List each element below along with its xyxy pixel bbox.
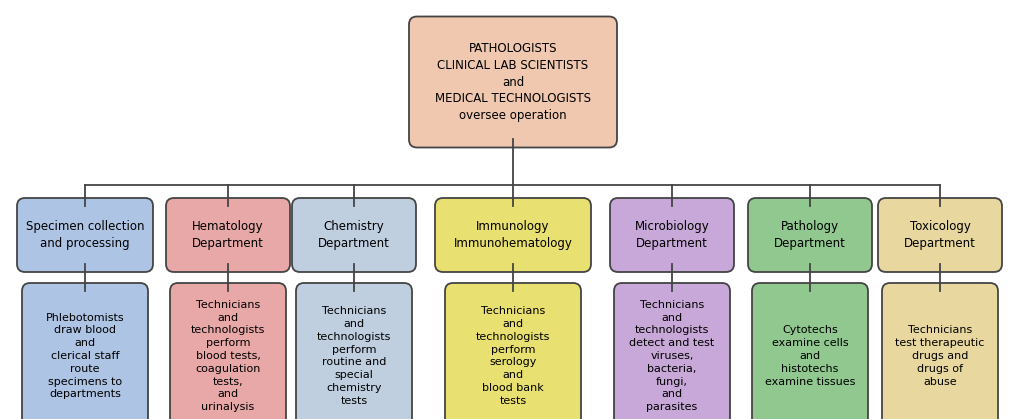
- Text: Pathology
Department: Pathology Department: [774, 220, 846, 250]
- FancyBboxPatch shape: [170, 283, 286, 419]
- FancyBboxPatch shape: [295, 283, 412, 419]
- FancyBboxPatch shape: [445, 283, 581, 419]
- Text: Technicians
and
technologists
perform
routine and
special
chemistry
tests: Technicians and technologists perform ro…: [317, 306, 391, 406]
- FancyBboxPatch shape: [22, 283, 148, 419]
- FancyBboxPatch shape: [610, 198, 734, 272]
- FancyBboxPatch shape: [878, 198, 1002, 272]
- Text: Technicians
test therapeutic
drugs and
drugs of
abuse: Technicians test therapeutic drugs and d…: [896, 326, 985, 387]
- Text: PATHOLOGISTS
CLINICAL LAB SCIENTISTS
and
MEDICAL TECHNOLOGISTS
oversee operation: PATHOLOGISTS CLINICAL LAB SCIENTISTS and…: [435, 42, 591, 122]
- Text: Technicians
and
technologists
perform
blood tests,
coagulation
tests,
and
urinal: Technicians and technologists perform bl…: [191, 300, 265, 412]
- Text: Hematology
Department: Hematology Department: [192, 220, 264, 250]
- FancyBboxPatch shape: [752, 283, 868, 419]
- FancyBboxPatch shape: [166, 198, 290, 272]
- FancyBboxPatch shape: [614, 283, 731, 419]
- Text: Immunology
Immunohematology: Immunology Immunohematology: [453, 220, 573, 250]
- Text: Phlebotomists
draw blood
and
clerical staff
route
specimens to
departments: Phlebotomists draw blood and clerical st…: [46, 313, 124, 399]
- Text: Technicians
and
technologists
detect and test
viruses,
bacteria,
fungi,
and
para: Technicians and technologists detect and…: [629, 300, 715, 412]
- FancyBboxPatch shape: [435, 198, 591, 272]
- FancyBboxPatch shape: [292, 198, 416, 272]
- Text: Technicians
and
technologists
perform
serology
and
blood bank
tests: Technicians and technologists perform se…: [476, 306, 550, 406]
- FancyBboxPatch shape: [409, 16, 617, 147]
- Text: Microbiology
Department: Microbiology Department: [635, 220, 709, 250]
- Text: Toxicology
Department: Toxicology Department: [904, 220, 976, 250]
- FancyBboxPatch shape: [882, 283, 998, 419]
- Text: Chemistry
Department: Chemistry Department: [318, 220, 390, 250]
- FancyBboxPatch shape: [748, 198, 872, 272]
- Text: Cytotechs
examine cells
and
histotechs
examine tissues: Cytotechs examine cells and histotechs e…: [764, 326, 856, 387]
- Text: Specimen collection
and processing: Specimen collection and processing: [26, 220, 145, 250]
- FancyBboxPatch shape: [17, 198, 153, 272]
